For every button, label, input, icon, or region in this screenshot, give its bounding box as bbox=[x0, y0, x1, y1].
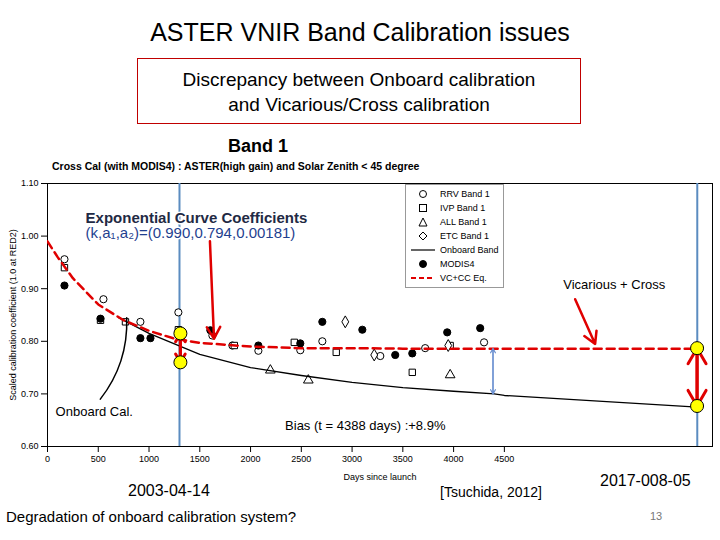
svg-text:1.00: 1.00 bbox=[21, 231, 39, 241]
svg-text:Bias (t = 4388 days) :+8.9%: Bias (t = 4388 days) :+8.9% bbox=[285, 418, 446, 433]
html-text:13: 13 bbox=[650, 510, 663, 522]
svg-text:3000: 3000 bbox=[342, 454, 362, 464]
html-text:IVP Band 1: IVP Band 1 bbox=[440, 203, 486, 213]
html-text:ASTER VNIR Band Calibration is: ASTER VNIR Band Calibration issues bbox=[150, 18, 570, 46]
svg-text:500: 500 bbox=[91, 454, 106, 464]
svg-text:0.70: 0.70 bbox=[21, 389, 39, 399]
svg-text:0.90: 0.90 bbox=[21, 284, 39, 294]
svg-text:4000: 4000 bbox=[444, 454, 464, 464]
svg-text:0.60: 0.60 bbox=[21, 441, 39, 451]
html-text:Band 1: Band 1 bbox=[228, 136, 288, 156]
svg-text:1500: 1500 bbox=[190, 454, 210, 464]
html-text:[Tsuchida, 2012]: [Tsuchida, 2012] bbox=[440, 484, 542, 500]
svg-text:Onboard Cal.: Onboard Cal. bbox=[56, 404, 133, 419]
svg-text:(k,a₁,a₂)=(0.990,0.794,0.00181: (k,a₁,a₂)=(0.990,0.794,0.00181) bbox=[86, 224, 296, 241]
html-text:ALL Band 1: ALL Band 1 bbox=[440, 217, 487, 227]
svg-text:2000: 2000 bbox=[241, 454, 261, 464]
svg-text:3500: 3500 bbox=[393, 454, 413, 464]
svg-text:1000: 1000 bbox=[139, 454, 159, 464]
html-text:Degradation of onboard calibra: Degradation of onboard calibration syste… bbox=[6, 508, 297, 525]
html-text:Discrepancy between Onboard ca: Discrepancy between Onboard calibration bbox=[182, 69, 536, 90]
svg-text:2500: 2500 bbox=[291, 454, 311, 464]
html-text:ETC Band 1: ETC Band 1 bbox=[440, 231, 489, 241]
svg-text:Scaled calibration coefficient: Scaled calibration coefficient (1.0 at R… bbox=[8, 229, 18, 400]
svg-text:0.80: 0.80 bbox=[21, 336, 39, 346]
html-text:2003-04-14: 2003-04-14 bbox=[128, 482, 210, 499]
svg-text:0: 0 bbox=[45, 454, 50, 464]
html-text:VC+CC Eq.: VC+CC Eq. bbox=[440, 273, 487, 283]
html-text:RRV Band 1: RRV Band 1 bbox=[440, 189, 490, 199]
html-text:2017-008-05: 2017-008-05 bbox=[600, 472, 691, 489]
html-text:Cross Cal (with MODIS4) : ASTE: Cross Cal (with MODIS4) : ASTER(high gai… bbox=[52, 160, 420, 172]
svg-text:Days since launch: Days since launch bbox=[343, 472, 416, 482]
svg-text:1.10: 1.10 bbox=[21, 178, 39, 188]
html-text:and Vicarious/Cross calibratio: and Vicarious/Cross calibration bbox=[228, 94, 490, 115]
svg-text:Exponential Curve Coefficients: Exponential Curve Coefficients bbox=[86, 208, 308, 225]
html-text:MODIS4: MODIS4 bbox=[440, 259, 475, 269]
svg-text:4500: 4500 bbox=[494, 454, 514, 464]
html-text:Onboard Band: Onboard Band bbox=[440, 245, 499, 255]
svg-text:Vicarious + Cross: Vicarious + Cross bbox=[563, 277, 665, 292]
